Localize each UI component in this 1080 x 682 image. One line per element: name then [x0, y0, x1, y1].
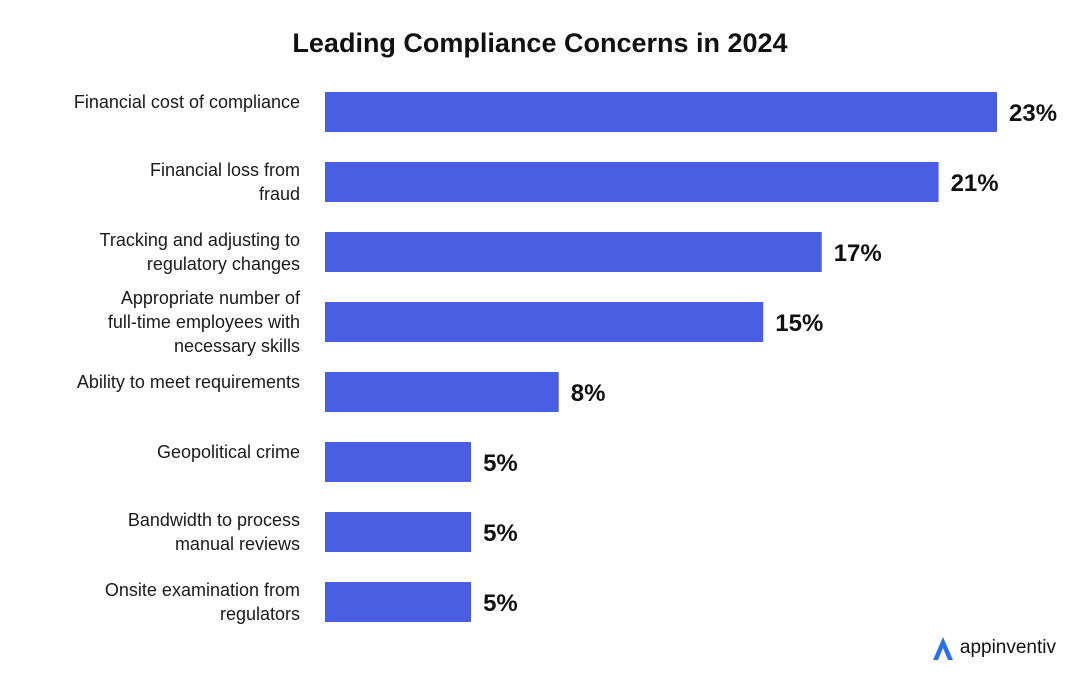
- bar-3: [325, 232, 822, 272]
- category-label-8: Onsite examination from regulators: [105, 580, 300, 624]
- value-label-8: 5%: [483, 590, 518, 617]
- category-label-1: Financial cost of compliance: [74, 92, 300, 112]
- bar-8: [325, 582, 472, 622]
- appinventiv-logo-icon: [932, 637, 953, 660]
- value-label-3: 17%: [834, 240, 882, 267]
- bar-7: [325, 512, 472, 552]
- chart-title: Leading Compliance Concerns in 2024: [292, 28, 788, 58]
- value-label-4: 15%: [775, 310, 823, 337]
- value-label-1: 23%: [1009, 100, 1057, 127]
- bar-6: [325, 442, 472, 482]
- bar-4: [325, 302, 764, 342]
- category-label-2: Financial loss from fraud: [150, 160, 300, 204]
- category-label-3: Tracking and adjusting to regulatory chan…: [100, 230, 300, 274]
- category-label-5: Ability to meet requirements: [77, 372, 300, 392]
- value-label-7: 5%: [483, 520, 518, 547]
- brand-logo: appinventiv: [930, 634, 1056, 662]
- bar-1: [325, 92, 997, 132]
- category-label-4: Appropriate number of full-time employees…: [108, 288, 301, 356]
- brand-name: appinventiv: [959, 637, 1056, 658]
- category-label-6: Geopolitical crime: [157, 442, 300, 462]
- bar-5: [325, 372, 559, 412]
- value-label-5: 8%: [571, 380, 606, 407]
- value-label-2: 21%: [951, 170, 999, 197]
- bar-2: [325, 162, 939, 202]
- value-label-6: 5%: [483, 450, 518, 477]
- category-label-7: Bandwidth to process manual reviews: [128, 510, 300, 554]
